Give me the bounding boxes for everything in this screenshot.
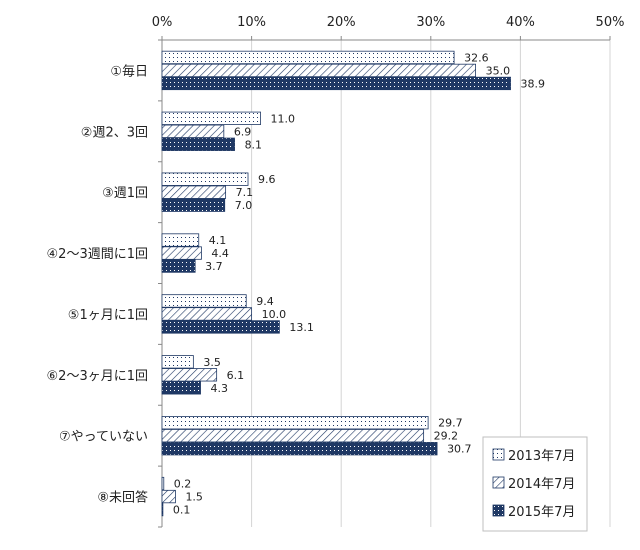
data-label: 32.6 [464,51,489,64]
legend-swatch [492,448,505,461]
data-label: 3.7 [205,260,223,273]
data-label: 11.0 [271,112,296,125]
bar-3-4 [161,259,196,273]
x-tick-label: 0% [152,15,173,30]
legend-swatch [492,504,505,517]
bar-3-8 [161,502,164,517]
bar-1-4 [161,233,200,247]
data-label: 29.2 [434,430,459,443]
bar-3-1 [161,76,511,91]
category-labels: ①毎日 ②週2、3回 ③週1回 ④2～3週間に1回 ⑤1ヶ月に1回 ⑥2～3ヶ月に1回 ⑦や… [47,63,148,505]
category-label: ⑥2～3ヶ月に1回 [47,369,148,384]
bar-1-7 [161,416,429,430]
data-label: 0.2 [174,478,192,491]
bar-2-3 [161,185,227,199]
bar-1-1 [161,50,455,65]
x-tick-label: 50% [596,15,625,30]
data-label: 13.1 [289,321,314,334]
bar-3-3 [161,198,226,212]
bar-1-8 [161,476,165,491]
data-label: 9.4 [256,295,274,308]
bar-2-4 [161,246,202,260]
data-label: 1.5 [185,491,203,504]
legend-label: 2014年7月 [508,477,575,492]
category-label: ②週2、3回 [81,125,148,140]
bar-2-7 [161,429,425,443]
x-tick-label: 30% [416,15,445,30]
category-label: ④2～3週間に1回 [47,247,148,262]
x-tick-label: 10% [237,15,266,30]
data-label: 7.1 [236,186,254,199]
category-label: ③週1回 [102,186,148,201]
category-label: ⑦やっていない [59,430,148,445]
data-labels: 32.635.0 38.9 11.0 6.98.1 9.6 7.17.0 4.14.43.7… [173,51,545,516]
x-tick-label: 40% [506,15,535,30]
data-label: 29.7 [438,417,463,430]
bars [161,50,511,517]
bar-3-2 [161,137,235,151]
bar-2-5 [161,307,252,321]
category-label: ⑤1ヶ月に1回 [68,308,148,323]
bar-2-8 [161,489,176,504]
category-label: ⑧未回答 [97,490,148,506]
legend-label: 2015年7月 [508,505,575,520]
data-label: 4.3 [211,382,229,395]
bar-2-2 [161,124,225,138]
bar-1-2 [161,111,261,125]
x-tick-label: 20% [327,15,356,30]
data-label: 9.6 [258,173,276,186]
data-label: 10.0 [262,308,287,321]
bar-1-3 [161,172,249,186]
legend-swatch [492,476,505,489]
data-label: 3.5 [203,356,221,369]
legend-label: 2013年7月 [508,449,575,464]
data-label: 35.0 [486,64,511,77]
data-label: 7.0 [235,199,253,212]
data-label: 30.7 [447,443,472,456]
legend: 2013年7月 2014年7月 2015年7月 [482,436,588,532]
data-label: 6.9 [234,125,252,138]
data-label: 8.1 [245,138,262,151]
data-label: 6.1 [227,369,245,382]
bar-1-6 [161,355,194,369]
bar-1-5 [161,294,247,308]
data-label: 0.1 [173,504,191,517]
data-label: 4.4 [211,247,229,260]
bar-3-5 [161,320,280,334]
bar-2-6 [161,368,218,382]
bar-2-1 [161,63,477,78]
category-label: ①毎日 [110,63,148,79]
bar-3-7 [161,442,438,456]
bar-3-6 [161,381,201,395]
data-label: 38.9 [521,77,546,90]
data-label: 4.1 [209,234,227,247]
